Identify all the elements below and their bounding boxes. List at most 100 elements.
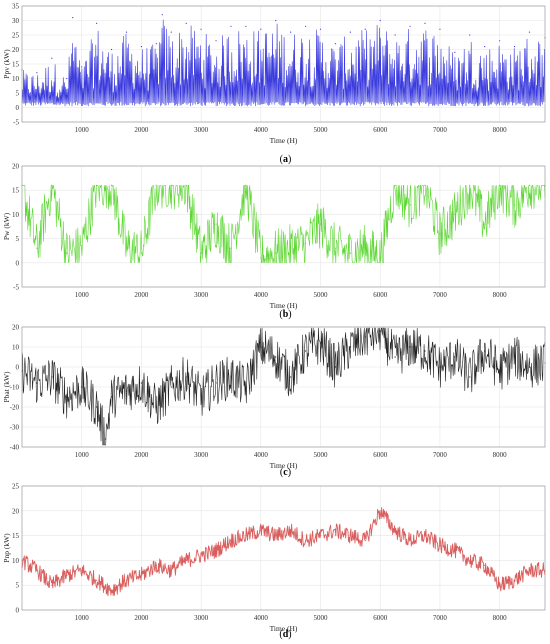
series-line: [21, 507, 546, 597]
data-point: [528, 184, 531, 186]
data-point: [36, 569, 38, 571]
x-tick-label: 1000: [75, 291, 90, 299]
x-tick-label: 6000: [373, 291, 388, 299]
y-tick-label: -10: [10, 384, 20, 392]
data-point: [454, 356, 456, 358]
data-point: [230, 247, 232, 249]
x-axis-label: Time (H): [270, 624, 298, 633]
data-point: [409, 204, 411, 206]
data-point: [81, 569, 83, 571]
data-point: [155, 406, 157, 408]
x-tick-label: 8000: [493, 451, 508, 459]
plot-frame: [21, 326, 546, 448]
x-tick-label: 5000: [314, 451, 329, 459]
y-tick-label: -40: [10, 444, 20, 452]
x-tick-label: 3000: [194, 451, 209, 459]
data-point: [275, 535, 277, 537]
data-point: [319, 28, 322, 30]
data-point: [260, 28, 262, 30]
data-point: [484, 46, 486, 48]
data-point: [528, 569, 531, 571]
chart-panel-2: -5 0 5 10 15 20 1000 2000 3000 4000 5000 6000 7000 80…: [2, 163, 546, 320]
panel-caption: (b): [279, 309, 291, 320]
data-point: [140, 574, 143, 576]
x-axis-label: Time (H): [270, 301, 298, 310]
data-point: [334, 366, 337, 368]
y-axis-label: Pbat (kW): [2, 371, 11, 403]
y-tick-label: 10: [12, 75, 20, 83]
data-point: [304, 25, 307, 27]
data-point: [484, 564, 486, 566]
x-tick-label: 1000: [75, 451, 90, 459]
data-point: [469, 559, 471, 562]
data-point: [513, 46, 516, 48]
data-point: [110, 589, 113, 591]
y-tick-label: 5: [16, 235, 20, 243]
data-point: [379, 330, 381, 332]
data-point: [469, 376, 471, 378]
y-tick-label: 10: [12, 211, 20, 219]
data-point: [140, 46, 143, 48]
data-point: [364, 28, 366, 30]
y-tick-label: 10: [12, 557, 20, 565]
x-tick-label: 2000: [134, 126, 149, 134]
data-point: [409, 539, 411, 542]
data-point: [424, 184, 426, 186]
data-point: [334, 247, 337, 249]
y-axis-label: Pw (kW): [2, 212, 11, 240]
chart-panel-3: -40 -30 -20 -10 0 10 20 1000 2000 3000 4000 5000 600…: [2, 324, 546, 478]
y-tick-label: 25: [12, 32, 20, 40]
data-point: [51, 184, 53, 186]
data-point: [170, 386, 172, 388]
y-tick-label: 0: [16, 607, 20, 615]
data-point: [51, 584, 53, 586]
data-point: [125, 579, 128, 581]
data-point: [185, 376, 187, 378]
data-point: [66, 574, 68, 576]
data-point: [170, 31, 172, 33]
y-tick-label: 20: [12, 324, 20, 332]
data-point: [334, 530, 337, 532]
data-point: [155, 43, 157, 45]
x-tick-label: 7000: [433, 614, 448, 622]
data-point: [155, 564, 157, 566]
data-point: [245, 386, 247, 388]
x-tick-label: 7000: [433, 451, 448, 459]
data-point: [81, 386, 83, 388]
data-point: [51, 57, 53, 59]
data-point: [513, 204, 516, 206]
data-point: [260, 530, 262, 532]
data-point: [66, 252, 68, 254]
data-point: [110, 184, 113, 186]
data-point: [439, 366, 441, 368]
data-point: [379, 510, 381, 512]
data-point: [275, 356, 277, 358]
y-tick-label: 15: [12, 61, 20, 69]
y-tick-label: 10: [12, 344, 20, 352]
data-point: [290, 376, 292, 378]
data-point: [51, 376, 53, 378]
data-point: [140, 252, 143, 254]
data-point: [499, 40, 501, 42]
y-tick-label: 30: [12, 17, 20, 25]
y-tick-label: 15: [12, 187, 20, 195]
data-point: [364, 336, 366, 338]
x-tick-label: 1000: [75, 614, 90, 622]
data-point: [484, 223, 486, 225]
data-point: [230, 376, 232, 378]
x-tick-label: 2000: [134, 614, 149, 622]
data-point: [185, 184, 187, 186]
data-point: [230, 25, 232, 27]
data-point: [66, 77, 68, 80]
data-point: [349, 535, 351, 537]
x-tick-label: 1000: [75, 126, 90, 134]
data-point: [81, 247, 83, 249]
plot-frame: [21, 5, 546, 123]
data-point: [364, 247, 366, 249]
data-point: [424, 535, 426, 537]
data-point: [454, 213, 456, 215]
x-tick-label: 3000: [194, 291, 209, 299]
x-tick-label: 6000: [373, 614, 388, 622]
data-point: [349, 31, 351, 33]
data-point: [409, 346, 411, 348]
